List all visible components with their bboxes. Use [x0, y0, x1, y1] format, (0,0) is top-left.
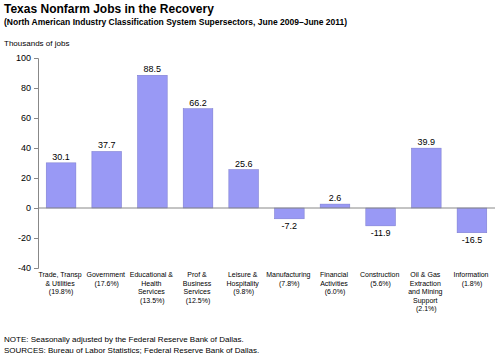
- x-tick-label-line: Support: [413, 297, 439, 305]
- data-label: 2.6: [329, 193, 342, 203]
- x-tick-label-line: Services: [138, 288, 167, 295]
- data-label: -7.2: [282, 221, 298, 231]
- chart: Texas Nonfarm Jobs in the Recovery(North…: [0, 0, 501, 362]
- x-tick-label-line: Financial: [320, 271, 350, 278]
- x-tick-label-line: and Mining: [408, 288, 444, 296]
- x-axis-labels: Trade, Transp & Utilities (19.8%)Governm…: [38, 271, 490, 313]
- y-tick-mark: [34, 178, 38, 179]
- y-tick-mark: [34, 268, 38, 269]
- x-tick-label-line: Leisure &: [228, 271, 260, 278]
- x-tick-label: Government (17.6%): [86, 271, 126, 288]
- y-label: Thousands of jobs: [4, 39, 69, 48]
- y-tick: 40: [21, 143, 38, 153]
- x-tick-label-line: Information: [453, 271, 490, 278]
- title: Texas Nonfarm Jobs in the Recovery: [4, 2, 214, 16]
- y-tick-label: 0: [26, 203, 31, 213]
- x-tick-label-line: Activities: [320, 280, 350, 287]
- bar: [457, 208, 487, 233]
- notes: NOTE: Seasonally adjusted by the Federal…: [4, 335, 259, 355]
- bar: [46, 163, 76, 208]
- y-tick: 20: [21, 173, 38, 183]
- x-tick-label-line: Health: [141, 280, 163, 287]
- y-tick: 100: [16, 53, 38, 63]
- note: NOTE: Seasonally adjusted by the Federal…: [4, 335, 244, 344]
- data-label: 25.6: [235, 159, 253, 169]
- data-label: -16.5: [462, 235, 483, 245]
- x-tick-label-line: Business: [183, 280, 213, 287]
- x-tick-label: Trade, Transp & Utilities (19.8%): [38, 271, 83, 296]
- y-axis-line: [34, 59, 39, 269]
- x-tick-label: Educational & Health Services (13.5%): [130, 271, 175, 305]
- y-tick-label: 40: [21, 143, 31, 153]
- x-tick-label-line: Oil & Gas: [410, 271, 442, 278]
- bar: [274, 208, 304, 219]
- y-axis: -40 -20 0 20 40 60 80 100: [16, 53, 39, 273]
- x-tick-label-line: Trade, Transp: [38, 271, 83, 279]
- x-tick-label-line: Prof &: [187, 271, 208, 278]
- bar: [229, 170, 259, 208]
- y-tick-label: -40: [18, 263, 31, 273]
- plot: -40 -20 0 20 40 60 80 100 30.1 37.7 88.5 66.2 25.6 -7…: [16, 53, 495, 313]
- x-tick-label-line: (7.8%): [279, 280, 300, 288]
- x-tick-label-line: (1.8%): [462, 280, 483, 288]
- bar: [92, 151, 122, 208]
- x-tick-label: Information (1.8%): [453, 271, 490, 288]
- bars: [46, 75, 487, 233]
- data-label: 66.2: [189, 98, 207, 108]
- x-tick-label: Financial Activities (6.0%): [320, 271, 350, 296]
- y-tick: 80: [21, 83, 38, 93]
- x-tick-label-line: (12.5%): [186, 297, 211, 305]
- x-tick-label-line: (2.1%): [416, 305, 437, 313]
- bar: [411, 148, 441, 208]
- y-tick-label: 100: [16, 53, 31, 63]
- x-tick-label-line: (6.0%): [325, 288, 346, 296]
- y-tick-mark: [34, 238, 38, 239]
- y-tick-label: -20: [18, 233, 31, 243]
- data-label: -11.9: [371, 228, 391, 238]
- y-tick-mark: [34, 148, 38, 149]
- y-tick: 0: [26, 203, 38, 213]
- bar: [320, 204, 350, 208]
- data-label: 30.1: [52, 152, 70, 162]
- data-label: 39.9: [418, 137, 436, 147]
- x-tick-label-line: Government: [86, 271, 126, 278]
- y-tick-mark: [34, 208, 38, 209]
- x-tick-label-line: (19.8%): [49, 288, 74, 296]
- y-tick-label: 80: [21, 83, 31, 93]
- bar: [138, 75, 168, 208]
- data-labels: 30.1 37.7 88.5 66.2 25.6 -7.2 2.6 -11.9 39.9 -16.…: [52, 64, 482, 245]
- y-tick: -40: [18, 263, 38, 273]
- data-label: 88.5: [144, 64, 162, 74]
- x-tick-label-line: Educational &: [130, 271, 175, 278]
- y-tick-mark: [34, 58, 38, 59]
- y-tick-mark: [34, 88, 38, 89]
- x-tick-label: Construction (5.6%): [360, 271, 401, 288]
- x-tick-label-line: (9.8%): [233, 288, 254, 296]
- y-tick: 60: [21, 113, 38, 123]
- x-tick-label-line: Extraction: [410, 280, 443, 287]
- x-tick-label: Oil & Gas Extraction and Mining Support …: [408, 271, 444, 313]
- x-tick-label-line: Hospitality: [227, 280, 261, 288]
- data-label: 37.7: [98, 140, 116, 150]
- x-tick-label-line: Construction: [360, 271, 401, 278]
- note: SOURCES: Bureau of Labor Statistics; Fed…: [4, 346, 259, 355]
- x-tick-label-line: Services: [184, 288, 213, 295]
- y-tick-label: 20: [21, 173, 31, 183]
- y-tick: -20: [18, 233, 38, 243]
- baseline: [38, 208, 495, 209]
- y-tick-mark: [34, 118, 38, 119]
- x-tick-label: Manufacturing (7.8%): [266, 271, 312, 288]
- x-tick-label: Prof & Business Services (12.5%): [183, 271, 213, 305]
- x-tick-label-line: & Utilities: [45, 280, 76, 287]
- y-tick-label: 60: [21, 113, 31, 123]
- subtitle: (North American Industry Classification …: [4, 17, 347, 27]
- x-tick-label: Leisure & Hospitality (9.8%): [227, 271, 261, 296]
- x-tick-label-line: Manufacturing: [266, 271, 312, 279]
- bar: [183, 109, 213, 208]
- x-tick-label-line: (13.5%): [140, 297, 165, 305]
- x-tick-label-line: (17.6%): [94, 280, 119, 288]
- x-tick-label-line: (5.6%): [370, 280, 391, 288]
- bar: [366, 208, 396, 226]
